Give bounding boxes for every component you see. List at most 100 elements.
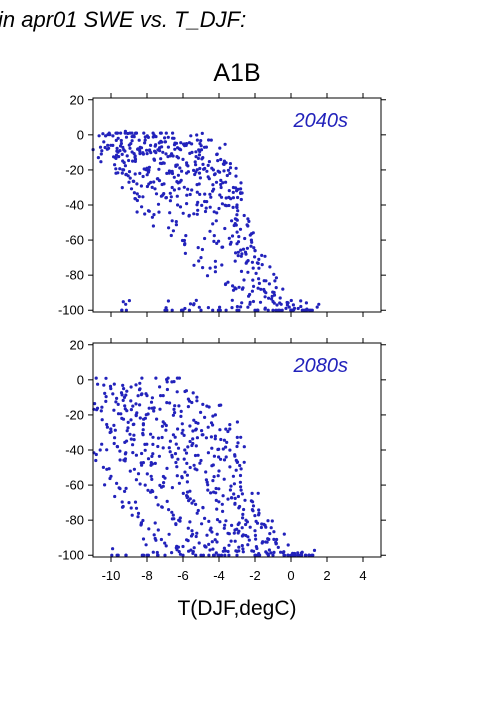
data-point xyxy=(240,526,244,530)
data-point xyxy=(175,465,179,469)
data-point xyxy=(242,507,246,512)
x-tick-label: 2 xyxy=(323,568,330,583)
data-point xyxy=(99,152,103,156)
data-point xyxy=(194,534,198,539)
data-point xyxy=(96,156,100,160)
data-point xyxy=(106,133,110,137)
data-point xyxy=(263,307,267,311)
data-point xyxy=(173,404,177,408)
data-point xyxy=(125,429,129,433)
data-point xyxy=(247,538,251,542)
data-point xyxy=(252,246,256,250)
data-point xyxy=(248,233,252,237)
data-point xyxy=(154,192,159,196)
data-point xyxy=(211,308,215,312)
data-point xyxy=(217,469,221,473)
data-point xyxy=(163,136,167,140)
data-point xyxy=(134,383,138,387)
data-point xyxy=(239,197,243,202)
data-point xyxy=(251,500,255,504)
data-point xyxy=(213,265,217,269)
data-point xyxy=(221,447,225,451)
data-point xyxy=(249,244,253,248)
data-point xyxy=(268,532,272,536)
data-point xyxy=(232,482,236,486)
data-point xyxy=(198,176,202,180)
data-point xyxy=(253,514,257,518)
y-tick-label: 20 xyxy=(70,337,84,352)
data-point xyxy=(138,152,142,156)
data-point xyxy=(224,282,228,286)
data-point xyxy=(145,134,149,138)
data-point xyxy=(234,217,238,221)
data-point xyxy=(99,409,103,413)
data-point xyxy=(212,475,216,479)
data-point xyxy=(207,138,211,142)
data-point xyxy=(122,161,126,165)
data-point xyxy=(97,134,101,138)
data-point xyxy=(185,480,189,484)
data-point xyxy=(304,553,308,557)
data-point xyxy=(198,166,202,171)
data-point xyxy=(223,553,227,557)
data-point xyxy=(180,431,184,435)
data-point xyxy=(128,176,132,180)
data-point xyxy=(275,303,279,307)
data-point xyxy=(140,463,144,467)
data-point xyxy=(185,161,189,165)
data-point xyxy=(191,532,195,536)
data-point xyxy=(239,187,243,191)
data-point xyxy=(246,270,250,274)
data-point xyxy=(176,173,180,177)
data-point xyxy=(166,155,170,159)
data-point xyxy=(129,385,133,389)
data-point xyxy=(201,402,205,406)
data-point xyxy=(178,166,182,170)
data-point xyxy=(154,495,158,499)
y-tick-label: -40 xyxy=(65,443,84,458)
data-point xyxy=(260,263,264,267)
data-point xyxy=(144,168,148,172)
data-point xyxy=(150,185,154,189)
y-tick-label: -20 xyxy=(65,407,84,422)
data-point xyxy=(214,498,218,502)
data-point xyxy=(149,432,153,436)
data-point xyxy=(210,446,214,450)
data-point xyxy=(174,460,178,465)
data-point xyxy=(195,212,199,216)
data-point xyxy=(188,520,192,524)
data-point xyxy=(214,219,218,223)
data-point xyxy=(312,548,317,553)
data-point xyxy=(105,425,109,429)
data-point xyxy=(259,287,263,291)
data-point xyxy=(192,263,196,267)
data-point xyxy=(292,308,296,312)
data-point xyxy=(151,550,155,554)
data-point xyxy=(217,487,221,491)
data-point xyxy=(141,151,145,155)
data-point xyxy=(181,544,185,549)
data-point xyxy=(203,236,207,241)
y-tick-label: 0 xyxy=(77,127,84,142)
data-point xyxy=(156,503,160,507)
data-point xyxy=(183,306,187,311)
data-point xyxy=(219,182,223,187)
data-point xyxy=(177,187,181,191)
data-point xyxy=(173,435,177,439)
data-point xyxy=(176,446,181,450)
data-point xyxy=(274,286,278,290)
figure-title: in apr01 SWE vs. T_DJF: xyxy=(0,7,246,32)
data-point xyxy=(221,494,225,498)
data-point xyxy=(172,517,176,521)
data-point xyxy=(127,501,131,505)
data-point xyxy=(140,451,144,456)
data-point xyxy=(184,234,188,238)
data-point xyxy=(254,545,258,549)
data-point xyxy=(219,437,223,442)
data-point xyxy=(160,435,164,440)
data-point xyxy=(121,145,125,149)
data-point xyxy=(229,539,233,543)
data-point xyxy=(200,429,204,433)
data-point xyxy=(228,488,232,492)
data-point xyxy=(188,302,193,306)
